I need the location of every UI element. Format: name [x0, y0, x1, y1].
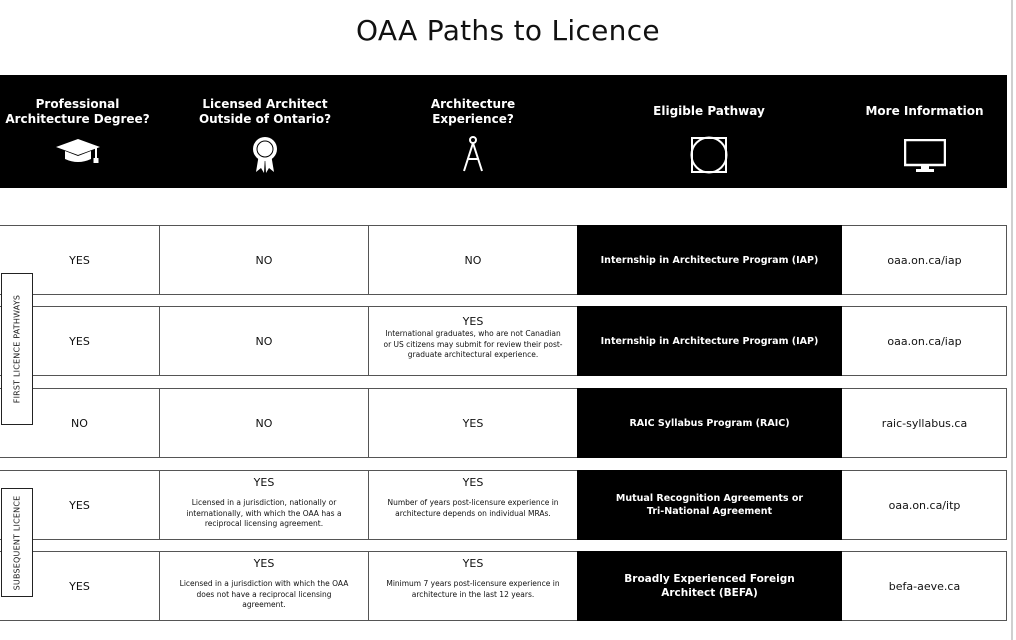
group-label-first-licence-text: FIRST LICENCE PATHWAYS	[12, 294, 22, 404]
experience-cell: NO	[368, 225, 577, 295]
header-pathway-label: Eligible Pathway	[653, 104, 765, 118]
table-row: YES YES Licensed in a jurisdiction, nati…	[0, 470, 1007, 540]
header-info-label: More Information	[865, 104, 984, 118]
degree-value: YES	[69, 334, 90, 348]
info-link[interactable]: oaa.on.ca/iap	[887, 334, 962, 348]
licensed-cell: YES Licensed in a jurisdiction, national…	[159, 470, 368, 540]
info-link[interactable]: oaa.on.ca/itp	[888, 498, 961, 512]
table-header: Professional Architecture Degree? Licens…	[0, 75, 1007, 188]
page-right-rule	[1011, 0, 1013, 640]
header-degree: Professional Architecture Degree?	[0, 75, 155, 188]
licensed-cell: YES Licensed in a jurisdiction with whic…	[159, 551, 368, 621]
degree-cell: NO	[0, 388, 159, 458]
licensed-note: Licensed in a jurisdiction with which th…	[179, 579, 349, 609]
licensed-value: YES	[253, 476, 275, 489]
degree-value: YES	[69, 253, 90, 267]
experience-cell: YES International graduates, who are not…	[368, 306, 577, 376]
info-link[interactable]: befa-aeve.ca	[888, 579, 961, 593]
licensed-note: Licensed in a jurisdiction, nationally o…	[186, 498, 342, 528]
group-label-subsequent-licence: SUBSEQUENT LICENCE	[1, 488, 33, 597]
licensed-value: YES	[253, 557, 275, 570]
info-link[interactable]: raic-syllabus.ca	[881, 416, 968, 430]
header-degree-label: Professional Architecture Degree?	[5, 97, 150, 126]
computer-monitor-icon	[903, 139, 946, 173]
table-row: YES YES Licensed in a jurisdiction with …	[0, 551, 1007, 621]
header-licensed: Licensed Architect Outside of Ontario?	[160, 75, 370, 188]
info-cell: oaa.on.ca/itp	[842, 470, 1007, 540]
degree-value: NO	[71, 416, 88, 430]
pathway-cell: Mutual Recognition Agreements or Tri-Nat…	[577, 470, 842, 540]
licensed-value: NO	[255, 334, 273, 348]
pathway-name: Internship in Architecture Program (IAP)	[600, 335, 819, 347]
pathway-name: Broadly Experienced Foreign Architect (B…	[624, 573, 795, 599]
info-cell: oaa.on.ca/iap	[842, 225, 1007, 295]
square-circle-icon	[690, 136, 728, 174]
table-row: YES NO YES International graduates, who …	[0, 306, 1007, 376]
experience-value: YES	[462, 476, 484, 489]
header-experience: Architecture Experience?	[370, 75, 576, 188]
graduation-cap-icon	[55, 137, 101, 165]
experience-note: Minimum 7 years post-licensure experienc…	[386, 579, 560, 599]
experience-note: Number of years post-licensure experienc…	[387, 498, 559, 518]
group-label-subsequent-licence-text: SUBSEQUENT LICENCE	[12, 495, 22, 590]
info-cell: raic-syllabus.ca	[842, 388, 1007, 458]
experience-cell: YES Number of years post-licensure exper…	[368, 470, 577, 540]
page-title: OAA Paths to Licence	[356, 14, 660, 47]
pathway-name: RAIC Syllabus Program (RAIC)	[629, 417, 790, 429]
drafting-compass-icon	[461, 135, 485, 173]
licensed-cell: NO	[159, 388, 368, 458]
award-rosette-icon	[252, 136, 278, 174]
header-experience-label: Architecture Experience?	[430, 97, 516, 126]
header-pathway: Eligible Pathway	[576, 75, 842, 188]
info-cell: oaa.on.ca/iap	[842, 306, 1007, 376]
info-cell: befa-aeve.ca	[842, 551, 1007, 621]
licensed-cell: NO	[159, 225, 368, 295]
pathway-cell: Broadly Experienced Foreign Architect (B…	[577, 551, 842, 621]
experience-value: YES	[462, 557, 484, 570]
pathway-cell: RAIC Syllabus Program (RAIC)	[577, 388, 842, 458]
info-link[interactable]: oaa.on.ca/iap	[887, 253, 962, 267]
experience-value: NO	[464, 253, 482, 267]
pathway-cell: Internship in Architecture Program (IAP)	[577, 225, 842, 295]
licensed-value: NO	[255, 416, 273, 430]
header-info: More Information	[842, 75, 1007, 188]
experience-value: YES	[462, 416, 484, 430]
header-licensed-label: Licensed Architect Outside of Ontario?	[198, 97, 332, 126]
degree-cell: YES	[0, 551, 159, 621]
experience-note: International graduates, who are not Can…	[383, 329, 563, 359]
pathway-name: Mutual Recognition Agreements or Tri-Nat…	[615, 493, 804, 517]
experience-cell: YES Minimum 7 years post-licensure exper…	[368, 551, 577, 621]
degree-value: YES	[69, 579, 90, 593]
experience-value: YES	[462, 315, 484, 328]
degree-cell: YES	[0, 225, 159, 295]
table-row: YES NO NO Internship in Architecture Pro…	[0, 225, 1007, 295]
degree-value: YES	[69, 498, 90, 512]
experience-cell: YES	[368, 388, 577, 458]
licensed-cell: NO	[159, 306, 368, 376]
licensed-value: NO	[255, 253, 273, 267]
degree-cell: YES	[0, 470, 159, 540]
group-label-first-licence: FIRST LICENCE PATHWAYS	[1, 273, 33, 425]
pathway-cell: Internship in Architecture Program (IAP)	[577, 306, 842, 376]
pathway-name: Internship in Architecture Program (IAP)	[600, 254, 819, 266]
table-row: NO NO YES RAIC Syllabus Program (RAIC) r…	[0, 388, 1007, 458]
degree-cell: YES	[0, 306, 159, 376]
